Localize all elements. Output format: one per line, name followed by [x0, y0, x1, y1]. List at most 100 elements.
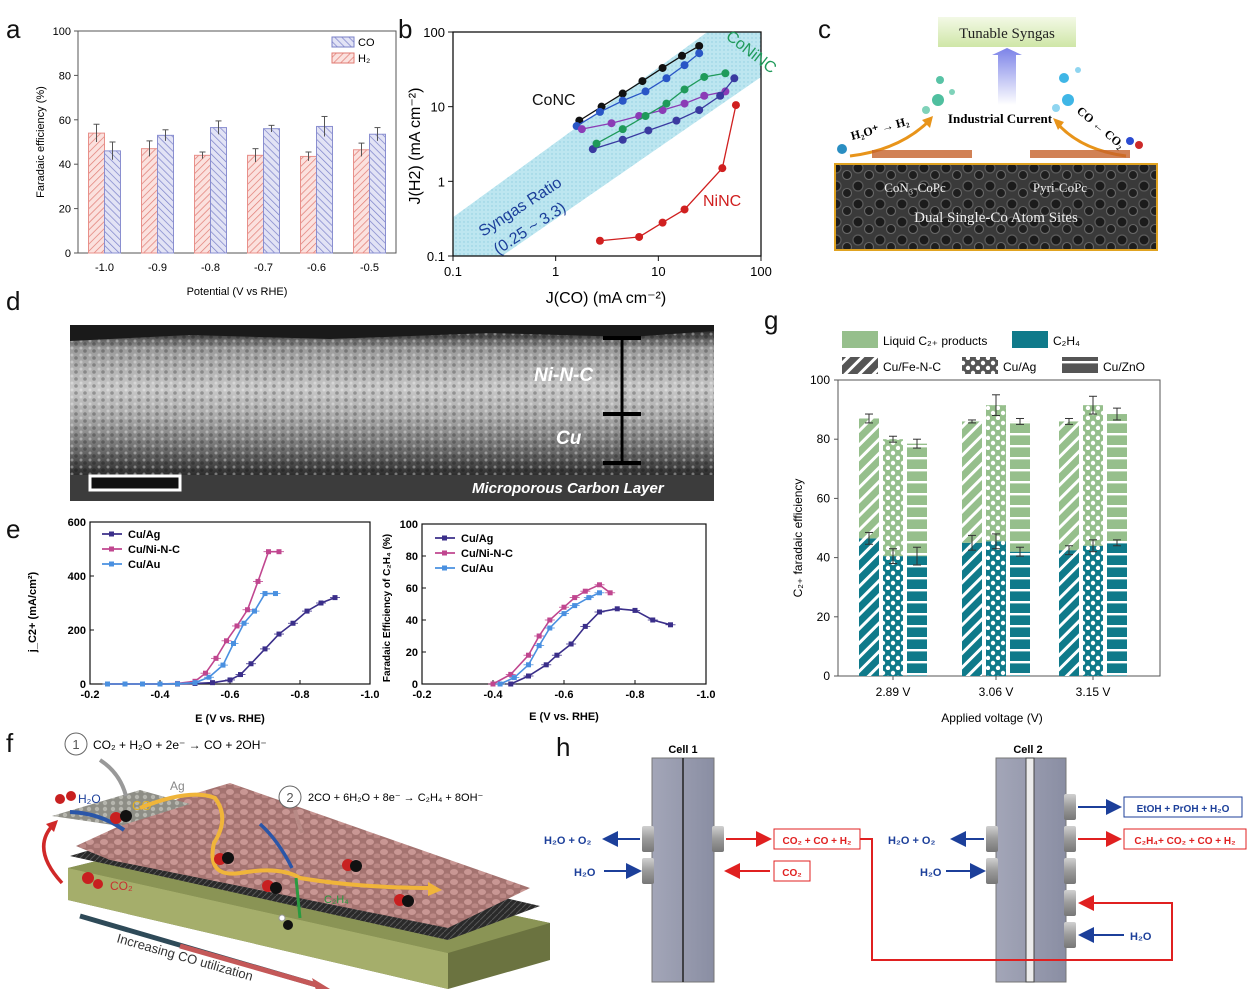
b-series-label-ninc: NiNC	[703, 193, 741, 210]
h-cell1-title: Cell 1	[668, 744, 697, 756]
a-ytick-label: 80	[59, 70, 71, 82]
e2-ytick-label: 60	[406, 583, 418, 595]
panel-d-sem-image: Ni-N-C Cu Microporous Carbon Layer	[70, 325, 714, 501]
b-point	[618, 125, 627, 134]
g-ytick-label: 0	[823, 669, 830, 683]
b-point	[700, 72, 709, 81]
e1-ytick-label: 600	[68, 517, 86, 529]
a-bar	[353, 149, 370, 254]
chart-a-faradaic-efficiency: 0 20 40 60 80 100 -1.0 -0.9 -0.8 -0.7 -0.6 -0.5 Pot…	[35, 26, 397, 298]
panel-c-schematic: Tunable Syngas Industrial Current H₂O⁺ →…	[830, 0, 1248, 260]
b-axes-frame	[452, 31, 762, 257]
g-legend-cuag: Cu/Ag	[1003, 360, 1036, 374]
panel-f-mechanism: 1 CO₂ + H₂O + 2e⁻ → CO + 2OH⁻ 2 2CO + 6H…	[30, 728, 550, 990]
b-point	[644, 126, 653, 135]
b-xtick-label: 100	[750, 264, 772, 279]
b-point	[721, 69, 730, 78]
a-ytick-label: 20	[59, 204, 71, 216]
a-xtick-label: -0.9	[148, 262, 167, 274]
g-xtick-label: 3.06 V	[979, 685, 1014, 699]
h-c1-in-right: CO₂	[782, 868, 801, 879]
c-bubbles-right	[1052, 67, 1143, 149]
chart-e-faradaic-c2h4: -0.2 -0.4 -0.6 -0.8 -1.0 0 20 40 60 80 100 Cu/Ag Cu/…	[382, 519, 716, 723]
e2-legend-marker	[442, 550, 447, 556]
e2-series-line	[510, 607, 671, 685]
a-bar	[316, 125, 333, 254]
b-point	[677, 51, 686, 60]
b-point	[618, 135, 627, 144]
g-ytick-label: 20	[817, 610, 831, 624]
c-site-right: Pyri-CoPc	[1033, 180, 1087, 195]
b-ytick-label: 0.1	[427, 249, 445, 264]
b-xtick-label: 10	[651, 264, 665, 279]
c-site-left: CoN₃-CoPc	[884, 180, 946, 195]
e2-ylabel: Faradaic Efficiency of C₂H₄ (%)	[382, 534, 393, 682]
h-cell2-title: Cell 2	[1013, 744, 1042, 756]
g-ylabel: C₂₊ faradaic efficiency	[791, 479, 805, 598]
b-point	[680, 61, 689, 70]
f-step1-circle	[64, 732, 88, 756]
c-bubbles-left	[837, 76, 955, 154]
g-xlabel: Applied voltage (V)	[941, 711, 1042, 725]
b-point	[731, 101, 740, 110]
e1-series-line	[107, 592, 276, 685]
b-point	[718, 164, 727, 173]
b-point	[730, 74, 739, 83]
g-ytick-label: 80	[817, 432, 831, 446]
e2-legend-label: Cu/Ag	[461, 533, 493, 545]
b-point	[695, 41, 704, 50]
f-step2-num: 2	[286, 790, 293, 805]
a-bar	[194, 154, 211, 254]
panel-label-d: d	[6, 286, 21, 316]
a-legend: CO H₂	[331, 36, 375, 65]
a-ytick-label: 100	[53, 26, 71, 38]
e2-xtick-label: -0.8	[626, 689, 645, 701]
f-step2-circle	[278, 785, 302, 809]
e2-legend-marker	[442, 535, 447, 541]
b-point	[658, 218, 667, 227]
e2-xtick-label: -1.0	[697, 689, 716, 701]
b-point	[680, 85, 689, 94]
e2-ytick-label: 0	[412, 679, 418, 691]
f-label-ag: Ag	[170, 779, 185, 793]
a-bar	[157, 134, 174, 254]
chart-e-current-density: -0.2 -0.4 -0.6 -0.8 -1.0 0 200 400 600 Cu/Ag Cu/Ni…	[27, 517, 379, 725]
b-point	[695, 106, 704, 115]
b-point	[716, 91, 725, 100]
f-step1-num: 1	[72, 737, 79, 752]
panel-label-b: b	[398, 14, 413, 44]
a-bar	[369, 133, 386, 254]
panel-label-e: e	[6, 514, 21, 544]
d-layer-cu: Cu	[556, 428, 582, 449]
e2-ytick-label: 20	[406, 647, 418, 659]
panel-label-f: f	[6, 728, 14, 758]
e1-legend-label: Cu/Ni-N-C	[128, 544, 180, 556]
g-legend-c2h4: C₂H₄	[1053, 334, 1080, 348]
b-point	[595, 107, 604, 116]
panel-label-g: g	[764, 305, 779, 335]
d-layer-mpl: Microporous Carbon Layer	[472, 480, 665, 497]
e2-series-line	[492, 583, 611, 685]
b-ylabel: J(H2) (mA cm⁻²)	[407, 88, 424, 205]
a-xlabel: Potential (V vs RHE)	[187, 286, 288, 298]
e1-ylabel: j_C2+ (mA/cm²)	[27, 571, 39, 653]
e1-legend-marker	[109, 561, 114, 567]
b-series-label-conc: CoNC	[532, 92, 576, 109]
b-point	[658, 106, 667, 115]
e1-xtick-label: -0.8	[291, 689, 310, 701]
b-point	[641, 87, 650, 96]
b-point	[641, 111, 650, 120]
e2-legend-marker	[442, 565, 447, 571]
e1-ytick-label: 200	[68, 625, 86, 637]
h-c2-out-left: H₂O + O₂	[888, 835, 935, 847]
e1-xtick-label: -0.4	[151, 689, 171, 701]
a-bar	[210, 127, 227, 254]
b-ytick-label: 100	[423, 25, 445, 40]
e1-legend-label: Cu/Ag	[128, 529, 160, 541]
f-label-co2: CO₂	[110, 879, 133, 893]
a-bar	[300, 155, 317, 254]
d-scale-bar	[88, 474, 182, 492]
e2-ytick-label: 100	[400, 519, 418, 531]
b-point	[700, 91, 709, 100]
a-legend-co: CO	[358, 37, 375, 49]
